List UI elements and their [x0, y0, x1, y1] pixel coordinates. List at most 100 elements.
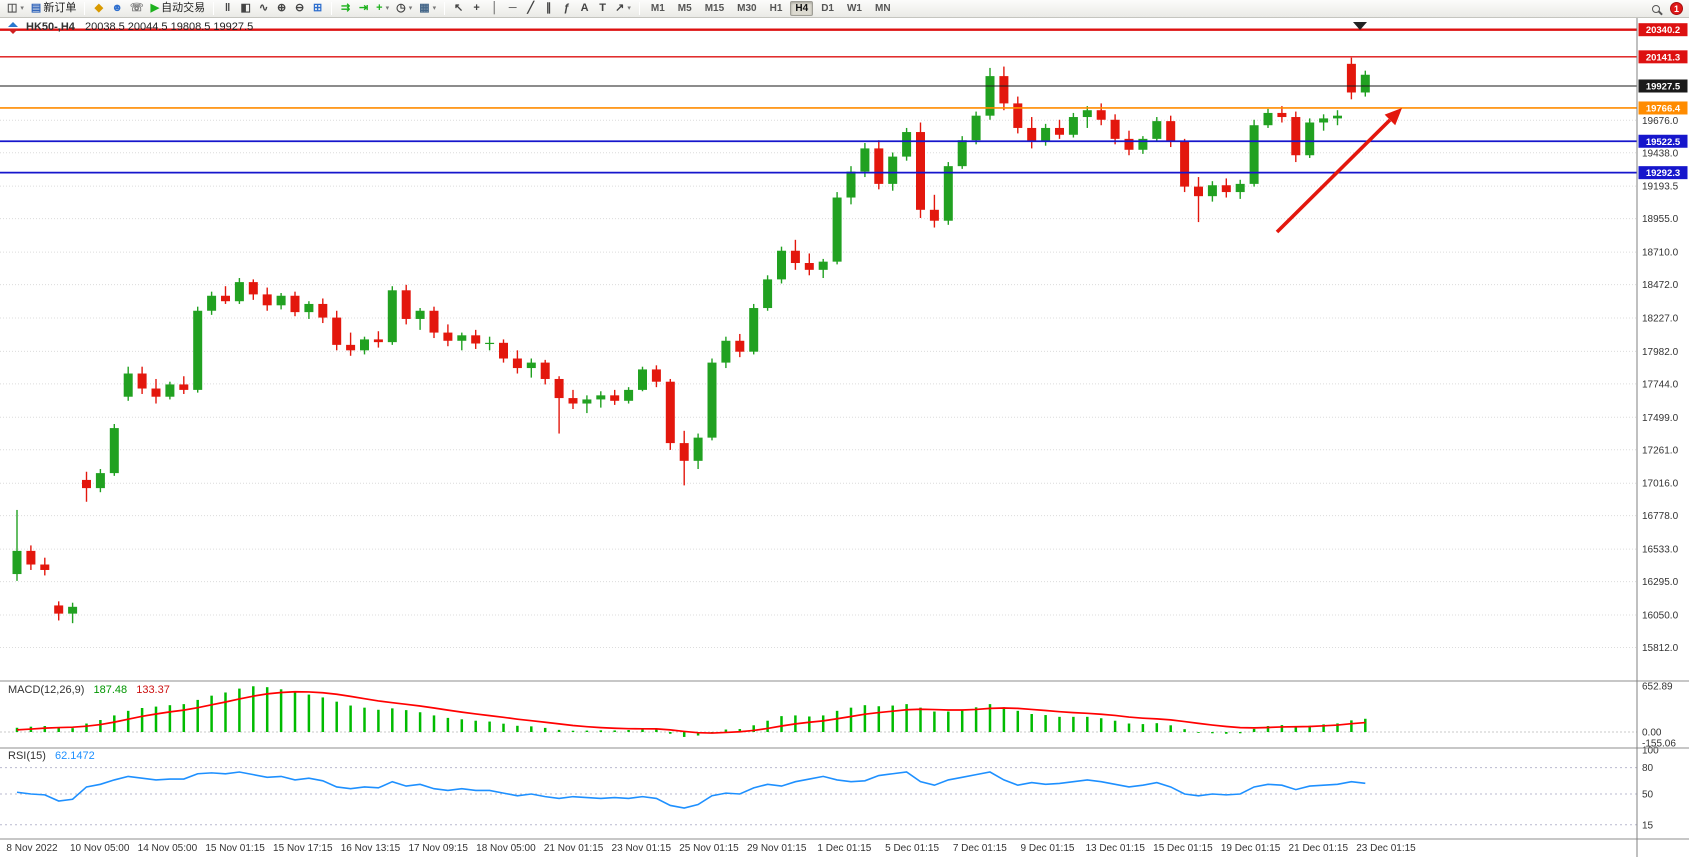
tf-h4[interactable]: H4	[790, 1, 814, 16]
price-axis: 19676.0 19438.0 19193.5 18955.0 18710.0 18472…	[1637, 18, 1689, 857]
indicators-button[interactable]: + ▾	[373, 1, 392, 17]
macd-signal-line	[16, 690, 1366, 734]
cursor-button[interactable]: ↖	[450, 1, 467, 17]
time-label: 8 Nov 2022	[6, 843, 58, 854]
one-click-trading-icon[interactable]	[7, 22, 20, 34]
candle	[624, 387, 634, 404]
line-chart-mode-button[interactable]: ∿	[255, 1, 272, 17]
time-label: 17 Nov 09:15	[408, 843, 468, 854]
horizontal-line-button[interactable]: ─	[504, 1, 521, 17]
candle	[95, 469, 105, 493]
bar-chart-mode-button[interactable]: ‖	[219, 1, 236, 17]
candle	[373, 331, 383, 348]
candle	[916, 122, 925, 218]
tf-m30[interactable]: M30	[737, 3, 757, 14]
candle	[1194, 177, 1203, 223]
vertical-line-button[interactable]: │	[486, 1, 503, 17]
candle	[137, 366, 147, 394]
svg-text:19522.5: 19522.5	[1646, 137, 1681, 148]
zoom-in-icon: ⊕	[277, 2, 287, 14]
candle	[1346, 57, 1356, 100]
time-label: 15 Nov 01:15	[205, 843, 265, 854]
candle	[1249, 119, 1259, 187]
autotrading-button[interactable]: ▶ 自动交易	[148, 1, 208, 17]
text-label-button[interactable]: T	[594, 1, 611, 17]
trend-arrow-object[interactable]	[1275, 108, 1402, 234]
candle-chart-mode-button[interactable]: ◧	[237, 1, 254, 17]
tf-m5[interactable]: M5	[677, 3, 692, 14]
fibonacci-icon: ƒ	[563, 2, 570, 14]
periods-icon: ◷	[396, 2, 406, 14]
candle	[1055, 119, 1064, 139]
svg-text:19292.3: 19292.3	[1646, 168, 1680, 179]
candle	[429, 306, 439, 339]
tf-m15[interactable]: M15	[704, 3, 725, 14]
axis-label: 17499.0	[1642, 413, 1679, 424]
trendline-button[interactable]: ╱	[522, 1, 539, 17]
autotrading-icon: ▶	[150, 2, 160, 14]
text-button[interactable]: A	[576, 1, 593, 17]
chart-shift-button[interactable]: ⇥	[355, 1, 372, 17]
time-label: 1 Dec 01:15	[817, 843, 871, 854]
fibonacci-button[interactable]: ƒ	[558, 1, 575, 17]
vertical-line-icon: │	[491, 2, 499, 14]
new-chart-button[interactable]: ◫ ▾	[4, 1, 27, 17]
support-button[interactable]: ☏	[127, 1, 147, 17]
candle	[346, 332, 356, 356]
toolbar: ◫ ▾ ▤ 新订单 ◆ ☻ ☏ ▶ 自动交易 ‖ ◧ ∿ ⊕ ⊖ ⊞ ⇉ ⇥ + ▾ ◷ ▾ ▦ ▾ ↖ + │ ─ ╱ ∥ ƒ A T ↗ ▾ M…	[0, 0, 1689, 18]
zoom-out-button[interactable]: ⊖	[291, 1, 308, 17]
metaeditor-button[interactable]: ◆	[90, 1, 107, 17]
candle	[763, 275, 773, 311]
candle	[971, 111, 981, 145]
price-badge: 20340.2	[1638, 23, 1688, 37]
templates-button[interactable]: ▦ ▾	[416, 1, 439, 17]
hline-objects[interactable]	[0, 22, 1637, 174]
arrows-tool-button[interactable]: ↗ ▾	[612, 1, 634, 17]
periods-button[interactable]: ◷ ▾	[393, 1, 415, 17]
new-order-label: 新订单	[43, 2, 77, 14]
candle	[262, 287, 272, 311]
candle	[82, 471, 91, 502]
crosshair-button[interactable]: +	[468, 1, 485, 17]
tf-w1[interactable]: W1	[846, 3, 862, 14]
candle	[526, 358, 536, 378]
candle	[902, 127, 912, 161]
toolbar-separator	[84, 2, 86, 15]
candle	[1180, 138, 1190, 193]
svg-text:19766.4: 19766.4	[1646, 103, 1681, 114]
auto-scroll-button[interactable]: ⇉	[337, 1, 354, 17]
grid-layer	[0, 119, 1637, 648]
tf-mn[interactable]: MN	[874, 3, 891, 14]
chart-canvas[interactable]: 19676.0 19438.0 19193.5 18955.0 18710.0 18472…	[0, 18, 1689, 857]
candle	[1027, 117, 1037, 149]
axis-label: 18710.0	[1642, 248, 1679, 259]
new-order-button[interactable]: ▤ 新订单	[28, 1, 79, 17]
candle	[360, 336, 369, 355]
axis-label: 15812.0	[1642, 643, 1679, 654]
toolbar-separator	[213, 2, 215, 15]
new-chart-icon: ◫	[7, 2, 18, 14]
autotrading-label: 自动交易	[161, 2, 206, 14]
price-badge: 19292.3	[1638, 166, 1688, 180]
axis-label: 15	[1642, 820, 1654, 831]
community-button[interactable]: ☻	[108, 1, 126, 17]
tf-m1[interactable]: M1	[650, 3, 665, 14]
price-badge: 19522.5	[1638, 134, 1688, 148]
macd-signal-value: 133.37	[136, 684, 170, 696]
horizontal-line-icon: ─	[508, 2, 517, 14]
notification-badge[interactable]: 1	[1670, 2, 1683, 15]
equidistant-channel-button[interactable]: ∥	[540, 1, 557, 17]
candle	[457, 332, 467, 351]
tf-h1[interactable]: H1	[769, 3, 783, 14]
time-label: 10 Nov 05:00	[70, 843, 130, 854]
rsi-name: RSI(15)	[8, 750, 46, 762]
search-button[interactable]	[1647, 1, 1664, 17]
candle	[610, 389, 620, 405]
tile-windows-button[interactable]: ⊞	[309, 1, 326, 17]
axis-label: 16050.0	[1642, 610, 1679, 621]
tf-d1[interactable]: D1	[821, 3, 834, 14]
zoom-in-button[interactable]: ⊕	[273, 1, 290, 17]
time-label: 21 Dec 01:15	[1289, 843, 1349, 854]
candle	[985, 67, 995, 120]
